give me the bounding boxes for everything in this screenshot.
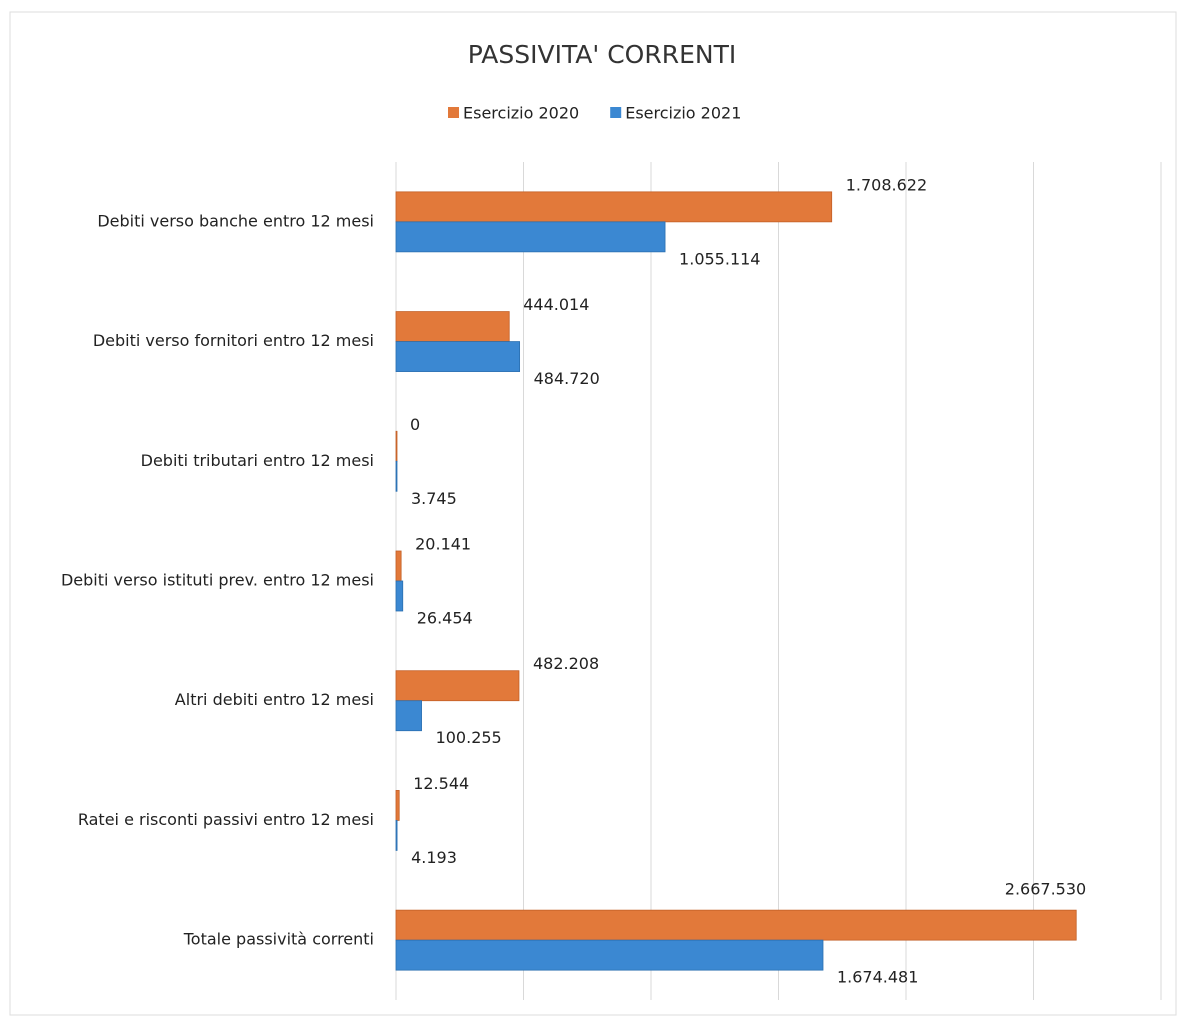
y-tick-label: Debiti tributari entro 12 mesi xyxy=(141,451,374,470)
legend-label: Esercizio 2021 xyxy=(625,104,741,123)
data-label: 482.208 xyxy=(533,654,599,673)
bar xyxy=(395,790,400,821)
data-label: 12.544 xyxy=(413,774,469,793)
data-label: 1.055.114 xyxy=(679,249,760,268)
bar xyxy=(395,909,1077,941)
bar xyxy=(395,700,422,732)
data-label: 26.454 xyxy=(417,609,473,628)
data-label: 1.674.481 xyxy=(837,968,918,987)
bar xyxy=(395,191,833,223)
data-label: 100.255 xyxy=(436,728,502,747)
bar xyxy=(395,580,404,612)
data-label: 2.667.530 xyxy=(1005,880,1086,899)
bar xyxy=(395,221,666,253)
bar xyxy=(395,820,398,851)
bar xyxy=(395,670,520,702)
bar xyxy=(395,341,521,372)
data-label: 4.193 xyxy=(411,848,457,867)
bar xyxy=(395,460,398,492)
data-label: 0 xyxy=(410,415,420,434)
y-tick-label: Debiti verso fornitori entro 12 mesi xyxy=(93,331,374,350)
bar xyxy=(395,550,402,582)
legend-swatch xyxy=(448,107,459,118)
data-label: 3.745 xyxy=(411,489,457,508)
bar xyxy=(395,311,510,342)
bar xyxy=(395,430,398,462)
data-label: 484.720 xyxy=(534,369,600,388)
y-tick-label: Debiti verso banche entro 12 mesi xyxy=(97,211,374,230)
y-tick-label: Totale passività correnti xyxy=(183,930,374,949)
legend-label: Esercizio 2020 xyxy=(463,104,579,123)
y-tick-label: Debiti verso istituti prev. entro 12 mes… xyxy=(61,571,374,590)
y-tick-label: Altri debiti entro 12 mesi xyxy=(175,690,374,709)
legend-swatch xyxy=(610,107,622,118)
data-label: 1.708.622 xyxy=(846,175,927,194)
data-label: 444.014 xyxy=(523,295,589,314)
bar xyxy=(395,939,824,971)
y-tick-label: Ratei e risconti passivi entro 12 mesi xyxy=(78,810,374,829)
chart-frame xyxy=(9,11,1177,1016)
data-label: 20.141 xyxy=(415,535,471,554)
chart-title: PASSIVITA' CORRENTI xyxy=(468,40,736,69)
